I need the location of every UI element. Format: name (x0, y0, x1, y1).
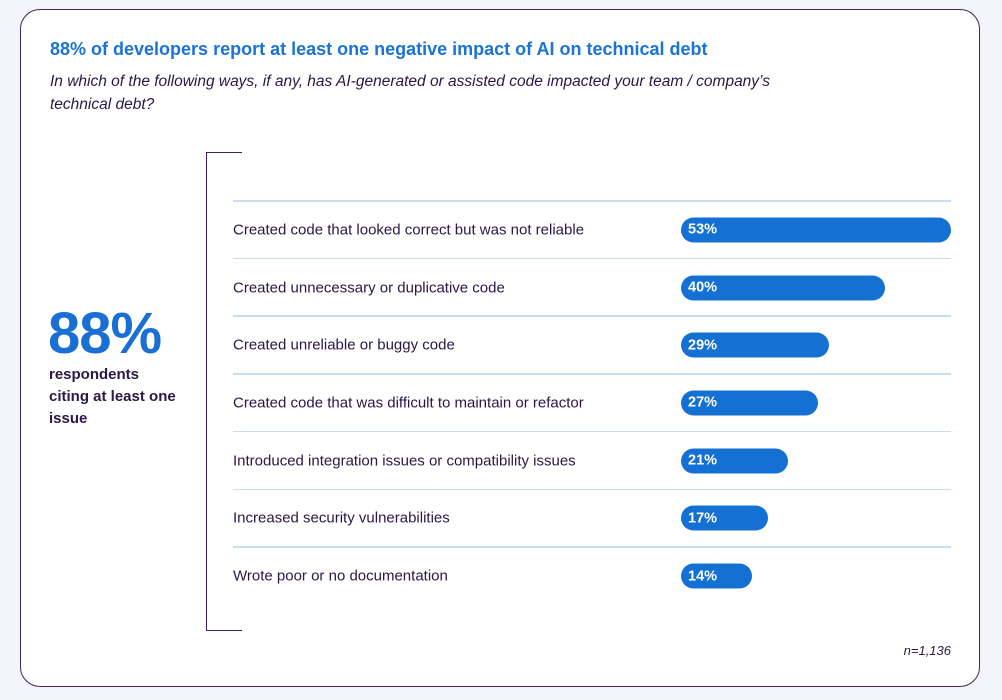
category-label: Created code that looked correct but was… (233, 221, 585, 239)
bar-value-label: 53% (688, 221, 718, 238)
bar-value-label: 17% (688, 510, 718, 527)
callout-caption: respondents citing at least one issue (49, 366, 176, 427)
row-separator (233, 546, 951, 548)
bar-value-label: 40% (688, 279, 718, 296)
category-label: Created unnecessary or duplicative code (233, 279, 505, 297)
bar-value-label: 14% (688, 568, 718, 585)
row-separator (233, 488, 951, 490)
chart-subtitle: In which of the following ways, if any, … (50, 73, 770, 113)
bar: 53% (681, 217, 951, 243)
category-label: Created unreliable or buggy code (233, 336, 455, 354)
chart-title: 88% of developers report at least one ne… (50, 39, 708, 59)
bar: 14% (681, 563, 753, 589)
bar: 29% (681, 332, 829, 358)
category-label: Wrote poor or no documentation (233, 567, 448, 585)
row-separator (233, 200, 951, 202)
sample-size-note: n=1,136 (903, 643, 951, 658)
row-separator (233, 373, 951, 375)
callout-value: 88% (48, 301, 162, 366)
row-separator (233, 257, 951, 260)
bar: 21% (681, 448, 788, 474)
bar: 17% (681, 505, 768, 531)
bar-value-label: 21% (688, 452, 718, 469)
bar-value-label: 27% (688, 394, 718, 411)
bar: 40% (681, 275, 885, 301)
bracket-divider (206, 152, 242, 631)
category-label: Introduced integration issues or compati… (233, 452, 576, 470)
bar: 27% (681, 390, 819, 416)
bar-value-label: 29% (688, 337, 718, 354)
category-label: Created code that was difficult to maint… (233, 394, 584, 412)
row-separator (233, 315, 951, 317)
row-separator (233, 430, 951, 433)
category-label: Increased security vulnerabilities (233, 509, 450, 527)
